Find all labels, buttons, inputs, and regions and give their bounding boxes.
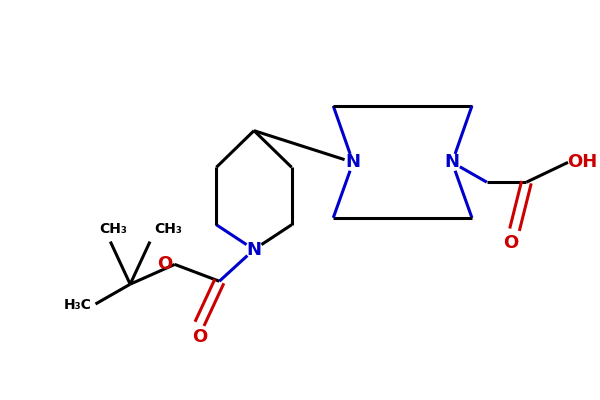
Text: CH₃: CH₃: [100, 222, 127, 236]
Text: CH₃: CH₃: [154, 222, 182, 236]
Text: N: N: [346, 153, 361, 171]
Text: O: O: [157, 255, 172, 273]
Text: H₃C: H₃C: [64, 298, 92, 312]
Text: N: N: [247, 240, 262, 258]
Text: O: O: [503, 234, 518, 252]
Text: O: O: [192, 328, 207, 346]
Text: N: N: [445, 153, 460, 171]
Text: OH: OH: [567, 153, 597, 171]
